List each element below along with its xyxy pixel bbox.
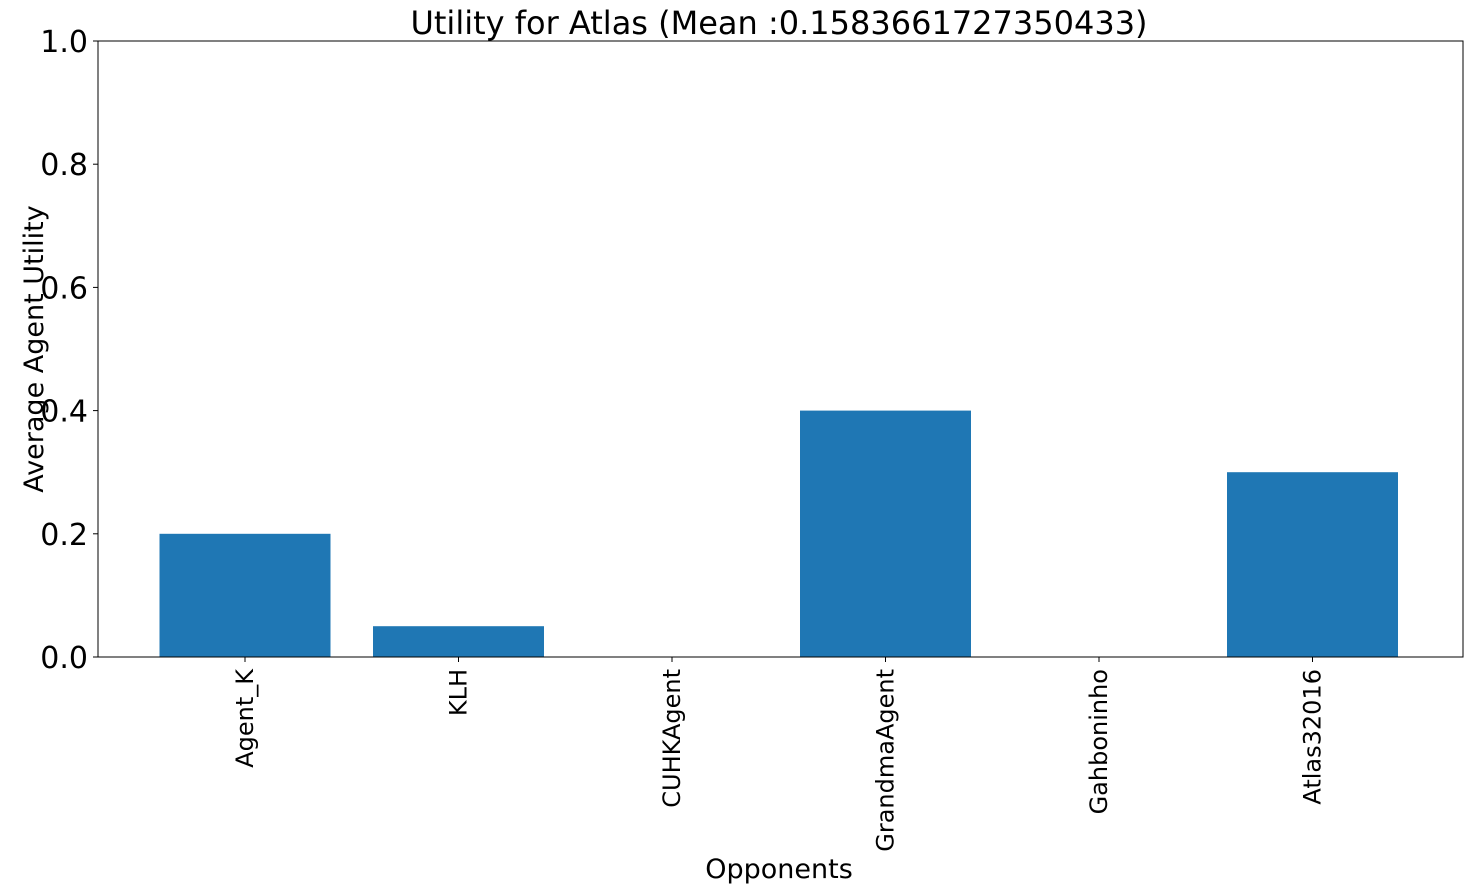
x-tick-label: Gahboninho <box>1085 669 1113 814</box>
bar-atlas32016 <box>1227 472 1398 657</box>
x-axis-ticks: Agent_K KLH CUHKAgent GrandmaAgent Gahboninh… <box>231 657 1327 852</box>
y-tick-label: 0.6 <box>40 271 88 306</box>
chart-title: Utility for Atlas (Mean :0.1583661727350… <box>410 4 1147 42</box>
x-tick-label: Atlas32016 <box>1299 669 1327 805</box>
y-axis-ticks: 0.0 0.2 0.4 0.6 0.8 1.0 <box>40 25 98 676</box>
bar-klh <box>373 626 544 657</box>
bar-grandmaagent <box>800 410 971 657</box>
y-tick-label: 0.0 <box>40 641 88 676</box>
bars-group <box>159 410 1398 657</box>
x-axis-label: Opponents <box>705 854 853 885</box>
y-tick-label: 1.0 <box>40 25 88 60</box>
x-tick-label: KLH <box>445 669 473 716</box>
y-tick-label: 0.4 <box>40 395 88 430</box>
x-tick-label: Agent_K <box>231 668 259 768</box>
bar-agent-k <box>159 533 331 657</box>
x-tick-label: CUHKAgent <box>658 669 686 808</box>
x-tick-label: GrandmaAgent <box>872 669 900 852</box>
y-tick-label: 0.2 <box>40 518 88 553</box>
y-tick-label: 0.8 <box>40 148 88 183</box>
plot-frame <box>97 40 1464 658</box>
y-axis-label: Average Agent Utility <box>19 205 50 492</box>
